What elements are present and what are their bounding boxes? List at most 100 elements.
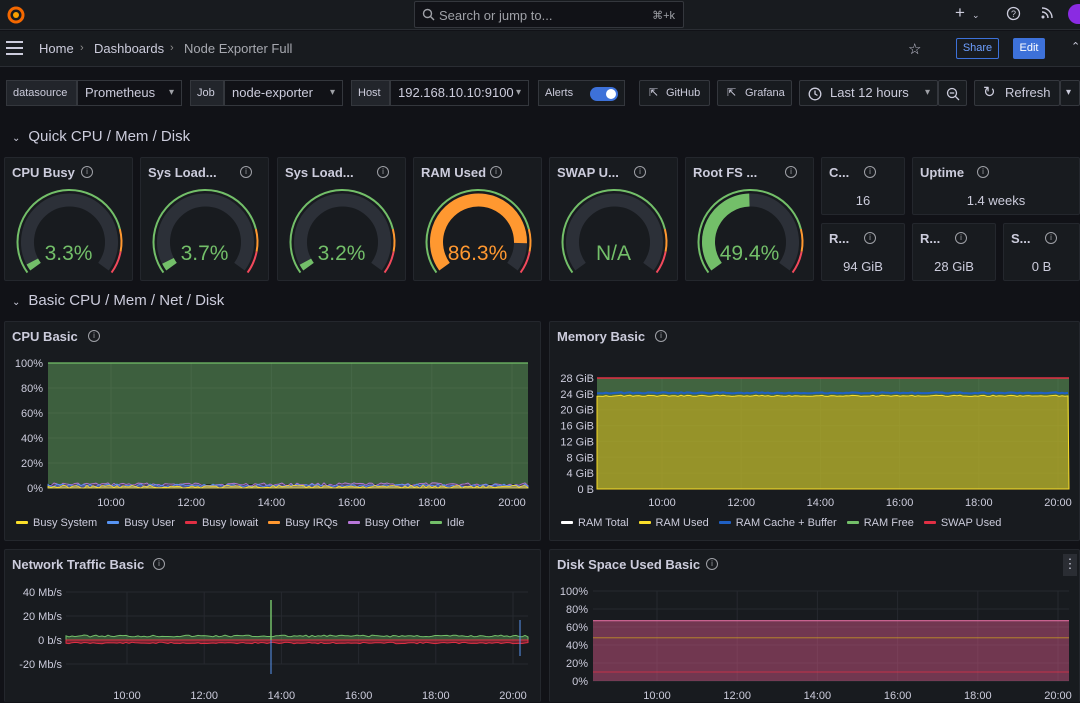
info-icon[interactable]: i: [955, 232, 967, 244]
y-tick-label: 20 Mb/s: [23, 611, 63, 623]
x-tick-label: 12:00: [727, 497, 755, 509]
gauge-panel[interactable]: RAM Used i 86.3%: [413, 157, 542, 281]
info-icon[interactable]: i: [864, 232, 876, 244]
legend-item[interactable]: Busy Iowait: [184, 517, 258, 529]
legend-item[interactable]: RAM Total: [561, 517, 629, 529]
disk-basic-chart[interactable]: 100% 80% 60% 40% 20% 0% 10:00 12:00 14:00 16:00 18…: [550, 550, 1080, 703]
legend-item[interactable]: Busy Other: [347, 517, 420, 529]
refresh-label: Refresh: [1005, 85, 1051, 100]
chevron-down-icon: ▾: [168, 87, 174, 98]
info-icon[interactable]: i: [153, 558, 165, 570]
legend-item[interactable]: Busy IRQs: [268, 517, 338, 529]
panel-title: Sys Load...: [285, 165, 354, 180]
gauge-panel[interactable]: Sys Load... i 3.2%: [277, 157, 406, 281]
cpu-legend: Busy System Busy User Busy Iowait Busy IRQs…: [16, 517, 475, 529]
breadcrumb-dashboards[interactable]: Dashboards: [94, 41, 165, 56]
datasource-select[interactable]: Prometheus ▾: [77, 80, 182, 106]
grafana-logo-icon[interactable]: [6, 5, 26, 25]
y-tick-label: 40 Mb/s: [23, 587, 63, 599]
panel-network-basic[interactable]: Network Traffic Basic i 40 Mb/s 20 Mb/s 0 …: [4, 549, 541, 702]
gauge-panel[interactable]: Sys Load... i 3.7%: [140, 157, 269, 281]
clock-icon: [808, 85, 822, 109]
panel-menu-icon[interactable]: ⋮: [1063, 554, 1077, 576]
gauge-dial: [16, 189, 123, 274]
stat-panel-swap-total[interactable]: S... i 0 B: [1003, 223, 1080, 281]
chevron-down-icon: ▾: [1066, 87, 1072, 98]
breadcrumb-home[interactable]: Home: [39, 41, 74, 56]
gauge-track: [294, 193, 391, 271]
grafana-link-button[interactable]: ⇱ Grafana: [717, 80, 792, 106]
github-label: GitHub: [666, 87, 701, 99]
stat-panel-ram-total[interactable]: R... i 94 GiB: [821, 223, 905, 281]
y-tick-label: 40%: [566, 640, 588, 652]
chevron-up-icon[interactable]: ⌃: [1071, 41, 1080, 53]
info-icon[interactable]: i: [655, 330, 667, 342]
host-select[interactable]: 192.168.10.10:9100 ▾: [390, 80, 529, 106]
cpu-basic-chart[interactable]: 100% 80% 60% 40% 20% 0% 10:00 12:00 14:00 16:00 18…: [5, 322, 542, 514]
stat-panel-rootfs-total[interactable]: R... i 28 GiB: [912, 223, 996, 281]
y-tick-label: 20%: [21, 458, 43, 470]
legend-item[interactable]: RAM Free: [846, 517, 914, 529]
star-icon[interactable]: ☆: [908, 41, 922, 58]
chevron-down-icon[interactable]: ⌄: [972, 10, 980, 20]
x-tick-label: 20:00: [498, 497, 526, 509]
info-icon[interactable]: i: [785, 166, 797, 178]
help-icon[interactable]: ?: [1006, 6, 1021, 24]
gauge-panel[interactable]: CPU Busy i 3.3%: [4, 157, 133, 281]
info-icon[interactable]: i: [706, 558, 718, 570]
panel-title: R...: [920, 231, 941, 246]
gauge-value: 49.4%: [719, 242, 780, 265]
info-icon[interactable]: i: [88, 330, 100, 342]
alerts-toggle[interactable]: [590, 87, 618, 101]
network-basic-chart[interactable]: 40 Mb/s 20 Mb/s 0 b/s -20 Mb/s 10:00 12:00 14:…: [5, 550, 542, 703]
gauge-panel[interactable]: SWAP U... i N/A: [549, 157, 678, 281]
stat-panel-uptime[interactable]: Uptime i 1.4 weeks: [912, 157, 1080, 215]
chevron-right-icon: ›: [80, 42, 84, 54]
time-range-picker[interactable]: Last 12 hours ▾: [799, 80, 938, 106]
top-bar: Search or jump to... ⌘+k + ⌄ ?: [0, 0, 1080, 30]
github-link-button[interactable]: ⇱ GitHub: [639, 80, 710, 106]
panel-memory-basic[interactable]: Memory Basic i 28 GiB 24 GiB 20 GiB 16 GiB 1…: [549, 321, 1080, 541]
zoom-out-button[interactable]: [938, 80, 967, 106]
legend-swatch: [107, 520, 120, 524]
info-icon[interactable]: i: [490, 166, 502, 178]
legend-label: Busy User: [124, 517, 175, 529]
info-icon[interactable]: i: [377, 166, 389, 178]
panel-title: RAM Used: [421, 165, 487, 180]
panel-cpu-basic[interactable]: CPU Basic i 100% 80% 60% 40% 20% 0% 10:00 12:00…: [4, 321, 541, 541]
legend-item[interactable]: Busy System: [16, 517, 97, 529]
news-feed-icon[interactable]: [1040, 6, 1054, 23]
x-tick-label: 20:00: [499, 690, 527, 702]
legend-item[interactable]: RAM Cache + Buffer: [718, 517, 837, 529]
legend-swatch: [718, 520, 731, 524]
info-icon[interactable]: i: [634, 166, 646, 178]
memory-basic-chart[interactable]: 28 GiB 24 GiB 20 GiB 16 GiB 12 GiB 8 GiB 4 GiB…: [550, 322, 1080, 514]
panel-title: Uptime: [920, 165, 965, 180]
refresh-button[interactable]: ↻ Refresh: [974, 80, 1060, 106]
edit-button[interactable]: Edit: [1013, 38, 1045, 59]
gauge-panel[interactable]: Root FS ... i 49.4%: [685, 157, 814, 281]
stat-panel-cpu-cores[interactable]: C... i 16: [821, 157, 905, 215]
legend-item[interactable]: SWAP Used: [923, 517, 1001, 529]
job-select[interactable]: node-exporter ▾: [224, 80, 343, 106]
info-icon[interactable]: i: [240, 166, 252, 178]
legend-item[interactable]: Busy User: [107, 517, 175, 529]
info-icon[interactable]: i: [81, 166, 93, 178]
info-icon[interactable]: i: [1045, 232, 1057, 244]
info-icon[interactable]: i: [977, 166, 989, 178]
panel-disk-basic[interactable]: Disk Space Used Basic i ⋮ 100% 80% 60% 40% 2…: [549, 549, 1080, 702]
info-icon[interactable]: i: [864, 166, 876, 178]
legend-item[interactable]: Idle: [429, 517, 465, 529]
x-tick-label: 14:00: [807, 497, 835, 509]
add-icon[interactable]: +: [955, 3, 965, 22]
share-button[interactable]: Share: [956, 38, 999, 59]
row-quick-header[interactable]: ⌄ Quick CPU / Mem / Disk: [12, 128, 190, 145]
stat-value: 28 GiB: [934, 259, 974, 274]
search-input[interactable]: Search or jump to... ⌘+k: [414, 1, 684, 28]
legend-item[interactable]: RAM Used: [638, 517, 709, 529]
user-avatar[interactable]: [1068, 4, 1080, 24]
x-tick-label: 12:00: [190, 690, 218, 702]
menu-icon[interactable]: [6, 41, 23, 55]
row-basic-header[interactable]: ⌄ Basic CPU / Mem / Net / Disk: [12, 292, 224, 309]
refresh-interval-dropdown[interactable]: ▾: [1060, 80, 1080, 106]
